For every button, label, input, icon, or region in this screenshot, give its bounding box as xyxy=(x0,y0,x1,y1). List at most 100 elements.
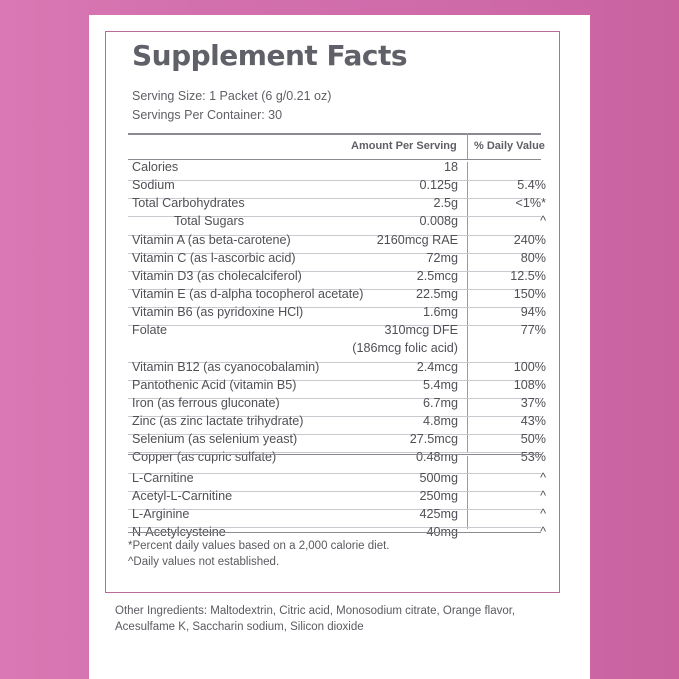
other-ingredients: Other Ingredients: Maltodextrin, Citric … xyxy=(115,605,516,633)
nutrient-amount: 0.008g xyxy=(419,214,458,228)
nutrient-daily-value: 12.5% xyxy=(510,269,546,283)
nutrient-amount: 18 xyxy=(443,160,458,174)
nutrient-daily-value: ^ xyxy=(540,489,546,503)
nutrient-name: L-Carnitine xyxy=(132,471,194,485)
nutrient-row: Acetyl-L-Carnitine 250mg ^ xyxy=(132,489,546,507)
nutrient-row: L-Arginine 425mg ^ xyxy=(132,507,546,525)
nutrient-amount: 22.5mg xyxy=(415,287,458,301)
nutrient-name: Pantothenic Acid (vitamin B5) xyxy=(132,378,297,392)
nutrient-name: Sodium xyxy=(132,178,175,192)
nutrient-row: Sodium 0.125g 5.4% xyxy=(132,178,546,196)
nutrient-row: Selenium (as selenium yeast) 27.5mcg 50% xyxy=(132,432,546,450)
nutrient-name: Vitamin C (as l-ascorbic acid) xyxy=(132,251,296,265)
nutrient-daily-value: 50% xyxy=(520,432,546,446)
row-separator xyxy=(128,180,541,181)
nutrient-amount: 310mcg DFE xyxy=(384,323,459,337)
nutrient-daily-value: 53% xyxy=(520,450,546,464)
nutrient-row: Pantothenic Acid (vitamin B5) 5.4mg 108% xyxy=(132,378,546,396)
nutrient-row: Total Carbohydrates 2.5g <1%* xyxy=(132,196,546,214)
serving-size: Serving Size: 1 Packet (6 g/0.21 oz) xyxy=(132,89,332,103)
panel-title: Supplement Facts xyxy=(132,39,408,72)
row-separator xyxy=(128,398,541,399)
nutrient-daily-value: 108% xyxy=(513,378,546,392)
footnote-percent: *Percent daily values based on a 2,000 c… xyxy=(128,540,390,552)
dv-header: % Daily Value xyxy=(474,140,545,152)
nutrient-amount: 2.5mcg xyxy=(416,269,458,283)
nutrient-amount: 0.125g xyxy=(419,178,458,192)
nutrient-daily-value: 100% xyxy=(513,360,546,374)
nutrient-row: Vitamin C (as l-ascorbic acid) 72mg 80% xyxy=(132,251,546,269)
row-separator xyxy=(128,527,541,528)
row-separator xyxy=(128,289,541,290)
nutrient-name: Vitamin D3 (as cholecalciferol) xyxy=(132,269,302,283)
nutrient-daily-value: 94% xyxy=(520,305,546,319)
nutrient-name: Vitamin A (as beta-carotene) xyxy=(132,233,291,247)
footnote-not-established: ^Daily values not established. xyxy=(128,556,280,568)
servings-per-container: Servings Per Container: 30 xyxy=(132,108,283,122)
nutrient-row: Vitamin D3 (as cholecalciferol) 2.5mcg 12.… xyxy=(132,269,546,287)
nutrient-row: Vitamin E (as d-alpha tocopherol acetate… xyxy=(132,287,546,305)
nutrient-daily-value: ^ xyxy=(540,507,546,521)
nutrient-amount: 2.5g xyxy=(433,196,458,210)
row-separator xyxy=(128,509,541,510)
nutrient-amount: 27.5mcg xyxy=(409,432,458,446)
nutrient-row: Total Sugars 0.008g ^ xyxy=(132,214,546,232)
nutrient-row: Vitamin B6 (as pyridoxine HCl) 1.6mg 94% xyxy=(132,305,546,323)
nutrient-daily-value: 150% xyxy=(513,287,546,301)
section-rule xyxy=(128,454,541,455)
nutrient-daily-value: ^ xyxy=(540,214,546,228)
nutrient-amount: 2160mcg RAE xyxy=(376,233,458,247)
nutrient-daily-value: 37% xyxy=(520,396,546,410)
nutrient-daily-value: ^ xyxy=(540,471,546,485)
row-separator xyxy=(128,380,541,381)
nutrient-daily-value: 5.4% xyxy=(517,178,546,192)
supplement-facts-panel: Supplement Facts Serving Size: 1 Packet … xyxy=(105,31,560,593)
row-separator xyxy=(128,491,541,492)
nutrient-name: Acetyl-L-Carnitine xyxy=(132,489,233,503)
row-separator xyxy=(128,235,541,236)
nutrient-name: Selenium (as selenium yeast) xyxy=(132,432,298,446)
nutrient-name: Iron (as ferrous gluconate) xyxy=(132,396,280,410)
nutrient-row: L-Carnitine 500mg ^ xyxy=(132,471,546,489)
nutrient-name: Vitamin B6 (as pyridoxine HCl) xyxy=(132,305,304,319)
nutrient-daily-value: <1%* xyxy=(515,196,546,210)
amount-header: Amount Per Serving xyxy=(351,140,457,152)
nutrient-amount: 1.6mg xyxy=(422,305,458,319)
row-separator xyxy=(128,434,541,435)
header-divider xyxy=(467,133,468,159)
nutrient-row: Iron (as ferrous gluconate) 6.7mg 37% xyxy=(132,396,546,414)
nutrient-row: Vitamin B12 (as cyanocobalamin) 2.4mcg 100… xyxy=(132,360,546,378)
nutrient-name: Vitamin B12 (as cyanocobalamin) xyxy=(132,360,320,374)
nutrient-amount: 6.7mg xyxy=(422,396,458,410)
nutrient-daily-value: 77% xyxy=(520,323,546,337)
nutrient-amount: 250mg xyxy=(419,489,458,503)
nutrient-name: Vitamin E (as d-alpha tocopherol acetate… xyxy=(132,287,364,301)
nutrient-row: Copper (as cupric sulfate) 0.48mg 53% xyxy=(132,450,546,468)
column-divider-bottom xyxy=(467,456,468,529)
row-separator xyxy=(128,416,541,417)
nutrient-amount: 5.4mg xyxy=(422,378,458,392)
nutrient-daily-value: ^ xyxy=(540,525,546,539)
row-separator xyxy=(128,362,541,363)
row-separator xyxy=(128,216,541,217)
nutrient-name: Total Carbohydrates xyxy=(132,196,245,210)
header-top-rule xyxy=(128,133,541,135)
nutrient-name: Total Sugars xyxy=(174,214,245,228)
nutrient-name: Copper (as cupric sulfate) xyxy=(132,450,277,464)
row-separator xyxy=(128,325,541,326)
nutrient-amount: 425mg xyxy=(419,507,458,521)
nutrient-name: Zinc (as zinc lactate trihydrate) xyxy=(132,414,304,428)
nutrient-amount: 2.4mcg xyxy=(416,360,458,374)
header-bottom-rule xyxy=(128,159,541,160)
nutrient-amount: 0.48mg xyxy=(415,450,458,464)
nutrient-name: Folate xyxy=(132,323,168,337)
table-bottom-rule xyxy=(128,532,541,533)
nutrient-amount: 500mg xyxy=(419,471,458,485)
nutrient-row: Vitamin A (as beta-carotene) 2160mcg RAE 2… xyxy=(132,233,546,251)
row-separator xyxy=(128,271,541,272)
label-sheet: Supplement Facts Serving Size: 1 Packet … xyxy=(89,15,590,679)
nutrient-amount-detail: (186mcg folic acid) xyxy=(352,341,458,355)
nutrient-row: Calories 18 xyxy=(132,160,546,178)
nutrient-name: L-Arginine xyxy=(132,507,190,521)
nutrient-row: Folate 310mcg DFE (186mcg folic acid) 77% xyxy=(132,323,546,355)
